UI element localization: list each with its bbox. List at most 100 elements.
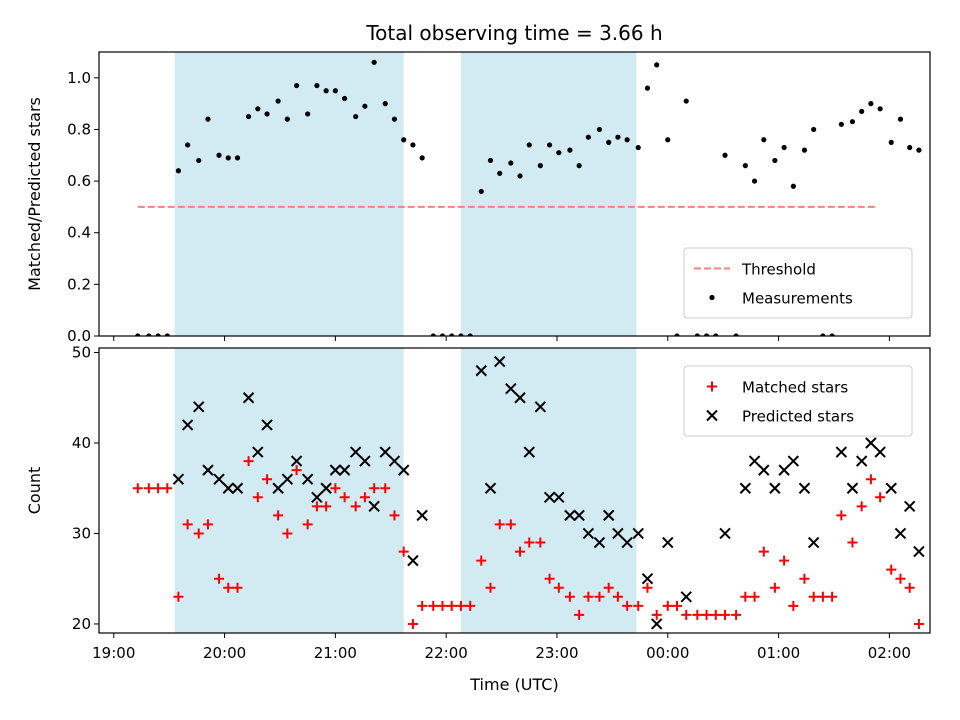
data-point — [175, 168, 182, 174]
data-point — [606, 139, 612, 145]
legend: Matched stars Predicted stars — [683, 365, 913, 437]
data-point — [428, 600, 439, 611]
data-point — [135, 333, 141, 336]
data-point — [350, 501, 361, 512]
data-point — [439, 333, 446, 336]
data-point — [772, 157, 778, 164]
data-point — [369, 483, 380, 494]
data-point — [517, 173, 523, 179]
data-point — [719, 527, 731, 540]
data-point — [196, 157, 202, 164]
data-point — [243, 456, 254, 467]
data-point — [662, 600, 673, 611]
data-point — [916, 147, 922, 153]
data-point — [446, 600, 457, 611]
data-point — [593, 536, 606, 549]
data-point — [321, 501, 332, 512]
data-point — [430, 333, 436, 336]
data-point — [449, 333, 455, 336]
data-point — [632, 527, 644, 540]
data-point — [245, 113, 252, 120]
data-point — [291, 465, 302, 476]
data-point — [856, 501, 867, 512]
data-point — [859, 108, 865, 114]
measurements-series — [135, 59, 922, 336]
data-point — [888, 139, 894, 145]
data-point — [574, 609, 585, 620]
data-point — [546, 142, 553, 148]
data-point — [484, 482, 497, 494]
y-axis-label: Matched/Predicted stars — [25, 97, 44, 291]
data-point — [758, 464, 770, 476]
legend-label: Matched stars — [742, 379, 848, 397]
data-point — [143, 483, 154, 494]
data-point — [416, 509, 428, 522]
data-point — [342, 95, 348, 102]
data-point — [362, 103, 368, 109]
x-tick-label: 21:00 — [314, 644, 357, 662]
shaded-interval — [174, 52, 404, 336]
data-point — [535, 537, 546, 548]
data-point — [262, 474, 273, 485]
data-point — [692, 609, 703, 620]
data-point — [788, 600, 799, 611]
data-point — [284, 116, 290, 122]
data-point — [523, 446, 535, 458]
data-point — [505, 519, 516, 530]
data-point — [379, 446, 391, 458]
data-point — [388, 455, 401, 467]
shaded-interval — [174, 348, 404, 633]
data-point — [807, 536, 820, 549]
data-point — [769, 582, 780, 593]
data-point — [564, 591, 575, 602]
x-tick-label: 22:00 — [425, 644, 468, 662]
data-point — [305, 111, 311, 117]
data-point — [731, 609, 742, 620]
data-point — [213, 473, 225, 485]
data-point — [811, 126, 817, 133]
y-axis-label: Count — [25, 467, 44, 515]
legend-label: Predicted stars — [742, 408, 854, 426]
data-point — [710, 609, 721, 620]
data-point — [740, 591, 751, 602]
data-point — [897, 116, 904, 122]
data-point — [781, 144, 787, 151]
data-point — [320, 482, 332, 494]
matched-stars-series — [132, 456, 924, 629]
data-point — [389, 510, 400, 521]
legend-swatch — [709, 294, 715, 301]
data-point — [216, 152, 222, 158]
data-point — [583, 591, 594, 602]
data-point — [817, 591, 828, 602]
data-point — [651, 609, 662, 620]
data-point — [202, 519, 213, 530]
x-tick-label: 23:00 — [535, 644, 578, 662]
data-point — [252, 492, 263, 503]
data-point — [739, 482, 752, 494]
data-point — [827, 591, 838, 602]
data-point — [193, 401, 205, 413]
y-tick-label: 0.6 — [67, 172, 91, 190]
data-point — [231, 482, 244, 494]
data-point — [494, 519, 505, 530]
chart-title: Total observing time = 3.66 h — [365, 21, 662, 45]
data-point — [339, 492, 350, 503]
data-point — [497, 170, 503, 176]
data-point — [875, 492, 886, 503]
data-point — [252, 446, 264, 458]
data-point — [798, 482, 811, 494]
data-point — [202, 464, 214, 476]
y-tick-label: 20 — [72, 615, 91, 633]
data-point — [722, 152, 728, 158]
data-point — [282, 528, 293, 539]
data-point — [508, 160, 514, 166]
data-point — [261, 419, 273, 431]
data-point — [391, 116, 398, 122]
data-point — [534, 401, 547, 413]
data-point — [849, 119, 856, 125]
data-point — [172, 473, 185, 485]
data-point — [635, 144, 641, 151]
data-point — [907, 144, 913, 151]
legend-box — [683, 365, 913, 437]
